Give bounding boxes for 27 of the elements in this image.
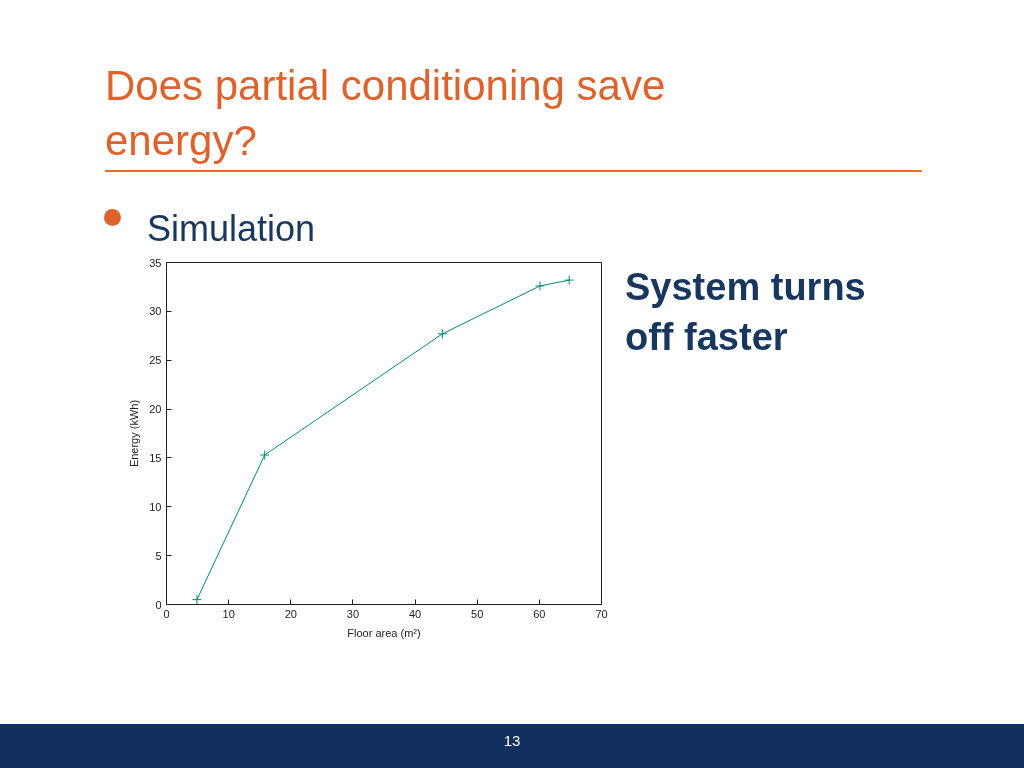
x-tick-label: 50 <box>471 607 484 620</box>
point <box>259 450 270 460</box>
y-tick-label: 5 <box>155 549 162 562</box>
point <box>564 275 575 286</box>
text: System turns off faster <box>625 265 867 360</box>
y-tick-label: 0 <box>155 598 162 611</box>
x-tick-label: 40 <box>408 607 422 620</box>
y-tick-label: 30 <box>149 305 162 318</box>
chart-subtitle: Simulation <box>147 208 316 249</box>
x-tick-label: 30 <box>346 607 360 620</box>
point <box>534 280 545 291</box>
x-axis-title: Floor area (m²) <box>347 626 421 639</box>
y-tick-label: 25 <box>149 354 162 367</box>
y-axis-title: Energy (kWh) <box>128 399 141 468</box>
y-tick-label: 15 <box>149 451 162 464</box>
y-tick-label: 10 <box>149 500 162 513</box>
x-tick-label: 10 <box>222 607 235 620</box>
x-tick-label: 20 <box>284 607 297 620</box>
point <box>191 594 202 605</box>
point <box>437 328 448 339</box>
x-tick-label: 60 <box>533 607 546 620</box>
y-tick-label: 35 <box>149 256 162 269</box>
text: 13 <box>502 731 522 751</box>
chart-title: Does partial conditioning save energy? <box>105 61 667 166</box>
x-tick-label: 0 <box>163 607 170 620</box>
y-tick-label: 20 <box>149 403 162 416</box>
x-tick-label: 70 <box>595 607 608 620</box>
